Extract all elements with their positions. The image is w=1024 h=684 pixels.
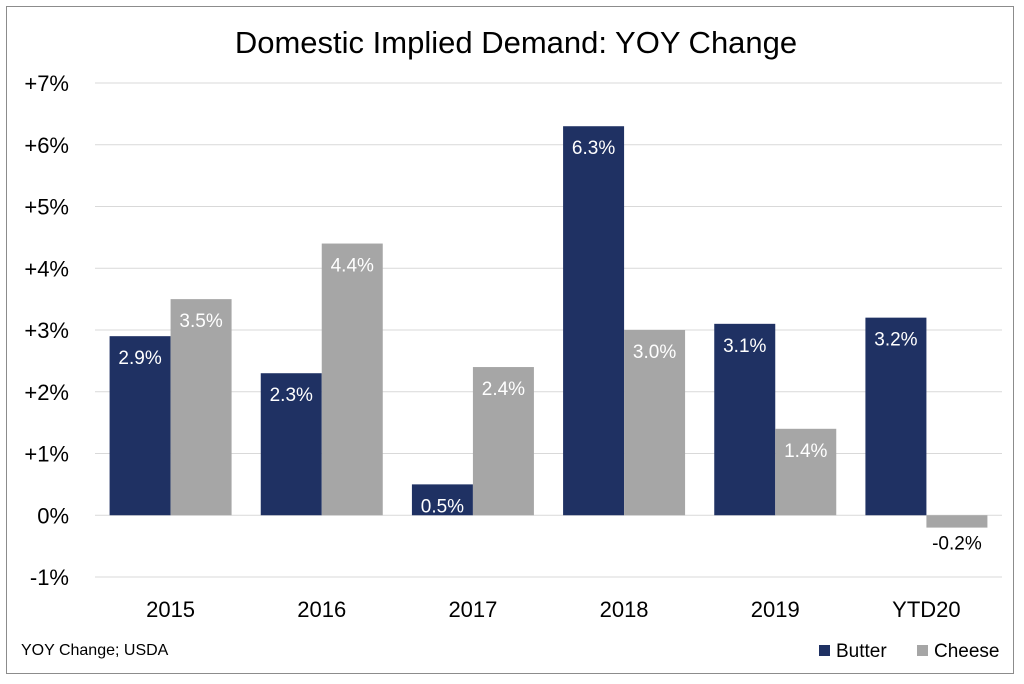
data-label: 2.3% (270, 385, 313, 406)
data-label: 3.1% (723, 336, 766, 357)
bar-cheese-2016 (321, 243, 383, 516)
chart-frame: Domestic Implied Demand: YOY Change -1% 0… (6, 6, 1014, 674)
bar-cheese-2018 (624, 330, 686, 516)
y-tick-label: +5% (24, 195, 69, 220)
x-tick-label: 2019 (751, 597, 800, 622)
bar-cheese-2015 (170, 299, 232, 516)
bar-butter-2017 (411, 484, 473, 516)
data-label: 3.2% (874, 330, 917, 351)
data-label: 3.0% (633, 342, 676, 363)
x-tick-label: 2015 (146, 597, 195, 622)
y-tick-label: 0% (37, 503, 69, 528)
gridlines (95, 82, 1002, 578)
bar-butter-2019 (714, 323, 776, 516)
bar-butter-2018 (563, 126, 625, 516)
data-labels: 2.9% 3.5% 2.3% 4.4% 0.5% 2.4% 6.3% 3.0% 3.1% 1.4%… (118, 138, 981, 554)
legend: Butter Cheese (819, 641, 1000, 662)
x-tick-label: 2018 (600, 597, 649, 622)
bars (109, 126, 988, 528)
legend-swatch-cheese (917, 645, 928, 656)
y-tick-label: +6% (24, 133, 69, 158)
data-label: -0.2% (932, 534, 982, 555)
x-axis-ticks: 2015 2016 2017 2018 2019 YTD20 (146, 597, 961, 622)
data-label: 1.4% (784, 441, 827, 462)
chart: Domestic Implied Demand: YOY Change -1% 0… (21, 25, 1002, 662)
data-label: 6.3% (572, 138, 615, 159)
data-label: 2.4% (482, 379, 525, 400)
y-tick-label: -1% (30, 565, 69, 590)
y-tick-label: +7% (24, 71, 69, 96)
bar-butter-ytd20 (865, 317, 927, 516)
bar-cheese-2019 (775, 428, 837, 516)
source-note: YOY Change; USDA (21, 642, 169, 659)
y-tick-label: +4% (24, 256, 69, 281)
chart-title: Domestic Implied Demand: YOY Change (235, 25, 797, 60)
legend-swatch-butter (819, 645, 830, 656)
y-axis-ticks: -1% 0% +1% +2% +3% +4% +5% +6% +7% (24, 71, 69, 590)
data-label: 4.4% (331, 256, 374, 277)
x-tick-label: 2016 (297, 597, 346, 622)
x-tick-label: YTD20 (892, 597, 960, 622)
data-label: 3.5% (179, 311, 222, 332)
data-label: 2.9% (118, 348, 161, 369)
y-tick-label: +1% (24, 442, 69, 467)
y-tick-label: +3% (24, 318, 69, 343)
x-tick-label: 2017 (448, 597, 497, 622)
data-label: 0.5% (421, 496, 464, 517)
legend-label-cheese: Cheese (934, 641, 1000, 662)
legend-label-butter: Butter (836, 641, 887, 662)
bar-cheese-ytd20 (926, 515, 988, 528)
y-tick-label: +2% (24, 380, 69, 405)
bar-butter-2015 (109, 336, 171, 516)
bar-butter-2016 (260, 373, 322, 516)
bar-cheese-2017 (472, 367, 534, 516)
